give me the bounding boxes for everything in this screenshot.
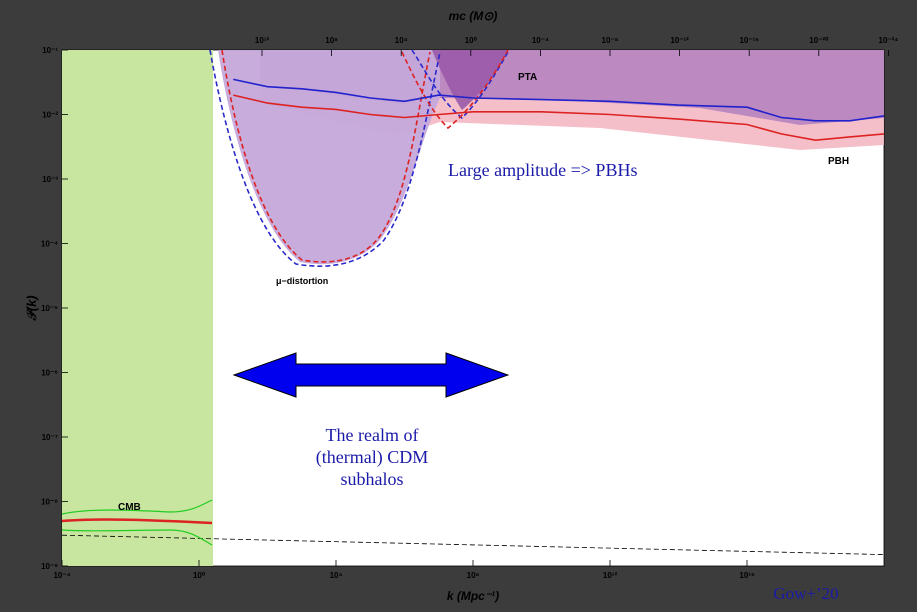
y-axis-label: 𝒫(k) — [24, 295, 39, 321]
x-tick-label: 10¹² — [603, 571, 618, 580]
realm-annotation-line-2: (thermal) CDM — [316, 447, 428, 468]
x-tick-label: 10⁴ — [330, 571, 343, 580]
pta-red-dashed — [401, 49, 509, 130]
cmb-lower-green-line — [61, 529, 213, 546]
top-tick-label: 10⁸ — [325, 36, 338, 45]
pta-blue-dashed — [411, 49, 509, 120]
series-line-1 — [233, 94, 885, 142]
realm-annotation-line-3: subhalos — [341, 469, 404, 489]
cmb-upper-green-line — [61, 499, 213, 515]
top-tick-label: 10⁻⁸ — [602, 36, 619, 45]
pta-region — [432, 50, 508, 110]
y-tick-label: 10⁻⁷ — [42, 433, 58, 442]
top-tick-label: 10⁻⁴ — [532, 36, 549, 45]
cmb-region — [62, 50, 213, 566]
x-axis-ticks: 10⁻⁴ 10⁰ 10⁴ 10⁸ 10¹² 10¹⁶ — [53, 560, 755, 580]
top-tick-label: 10⁰ — [465, 36, 478, 45]
top-axis-ticks: 10¹² 10⁸ 10⁴ 10⁰ 10⁻⁴ 10⁻⁸ 10⁻¹² 10⁻¹⁶ 10⁻²⁰ 10⁻²… — [255, 36, 898, 56]
realm-annotation-line-1: The realm of — [326, 425, 419, 445]
x-tick-label: 10⁰ — [193, 571, 206, 580]
y-axis-ticks: 10⁻¹ 10⁻² 10⁻³ 10⁻⁴ 10⁻⁵ 10⁻⁶ 10⁻⁷ 10⁻⁸ 10⁻⁹ — [41, 46, 68, 571]
top-tick-label: 10¹² — [255, 36, 270, 45]
y-tick-label: 10⁻⁵ — [41, 304, 58, 313]
pbh-label: PBH — [828, 156, 849, 167]
x-tick-label: 10⁻⁴ — [53, 571, 70, 580]
y-tick-label: 10⁻⁶ — [41, 369, 58, 378]
x-tick-label: 10¹⁶ — [739, 571, 755, 580]
pbh-annotation: Large amplitude => PBHs — [448, 160, 637, 180]
series-line-0 — [233, 78, 885, 122]
x-tick-label: 10⁸ — [467, 571, 480, 580]
y-tick-label: 10⁻² — [42, 111, 58, 120]
mu-distortion-red-dashed — [221, 49, 431, 263]
cmb-red-line — [61, 518, 213, 525]
mu-distortion-label: μ−distortion — [276, 276, 328, 286]
series-layer — [233, 78, 885, 142]
y-tick-label: 10⁻⁸ — [41, 498, 58, 507]
pta-label: PTA — [518, 72, 537, 83]
y-tick-label: 10⁻³ — [42, 175, 58, 184]
y-tick-label: 10⁻⁴ — [41, 240, 58, 249]
reference-line — [61, 534, 885, 555]
citation: Gow+’20 — [773, 584, 838, 603]
cmb-label: CMB — [118, 502, 141, 513]
mu-distortion-blue-dashed — [209, 49, 441, 267]
top-tick-label: 10⁴ — [395, 36, 408, 45]
top-tick-label: 10⁻¹² — [670, 36, 689, 45]
x-axis-label: k (Mpc⁻¹) — [447, 589, 499, 603]
top-axis-label: mᴄ (M⊙) — [449, 9, 498, 23]
top-tick-label: 10⁻¹⁶ — [739, 36, 759, 45]
y-tick-label: 10⁻¹ — [42, 46, 58, 55]
y-tick-label: 10⁻⁹ — [41, 562, 58, 571]
top-tick-label: 10⁻²⁴ — [879, 36, 899, 45]
double-arrow-icon — [232, 352, 510, 398]
top-tick-label: 10⁻²⁰ — [809, 36, 829, 45]
